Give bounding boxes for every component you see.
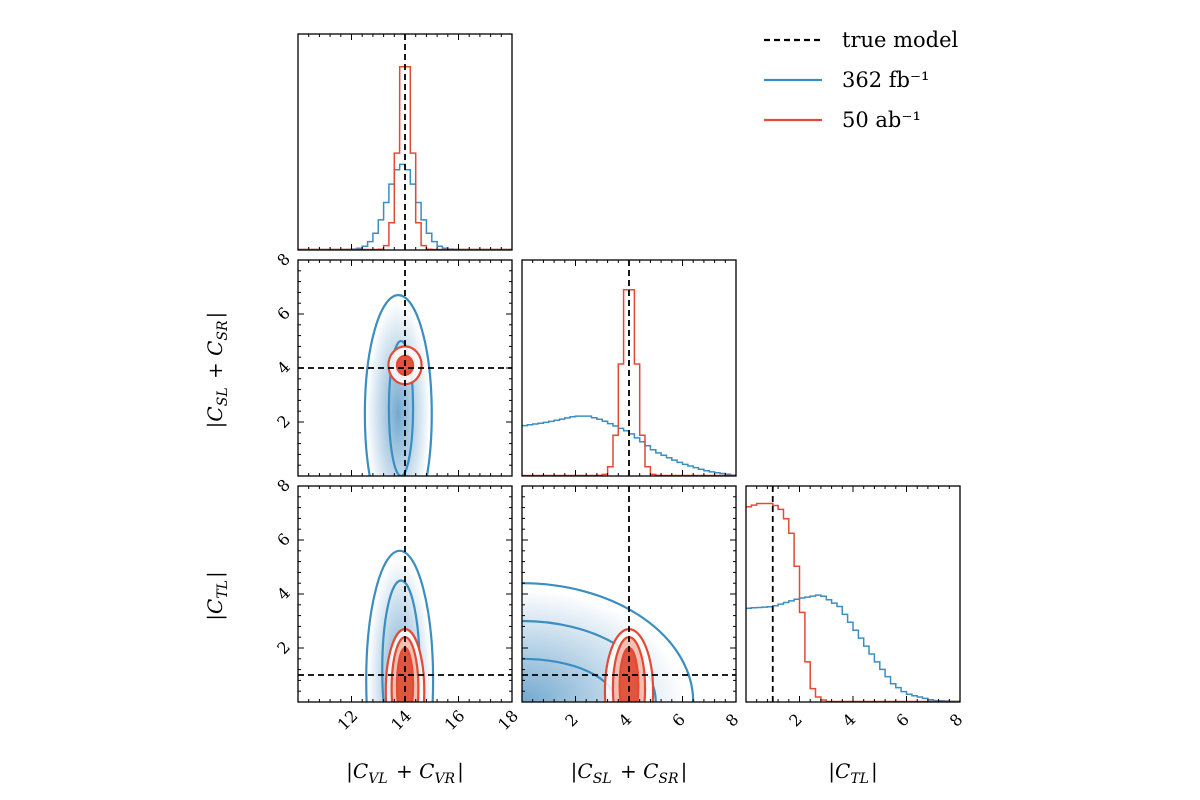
hist-series-1 [746, 594, 960, 703]
x-tick-label: 2 [561, 710, 582, 731]
panels-group: 2 4 6 8 2 4 6 8 12 14 16 18 2 4 6 8 2 4 6 8 |CVL + CVR | |CSL… [203, 33, 967, 787]
axis-ticks [522, 485, 736, 703]
x-tick-label: 4 [839, 710, 860, 731]
axis-ticks [297, 34, 513, 250]
legend-label: 50 ab⁻¹ [842, 108, 921, 132]
x-tick-label: 4 [615, 710, 636, 731]
y-tick-label: 4 [273, 357, 294, 378]
hist-panel-1 [297, 33, 513, 251]
density-core [396, 648, 414, 702]
density-panel-0-1 [298, 260, 512, 476]
x-tick-label: 18 [494, 706, 522, 734]
y-tick-label: 2 [273, 411, 294, 432]
legend-label: true model [842, 28, 959, 52]
x-tick-label: 12 [334, 706, 362, 734]
panel-background [746, 486, 960, 702]
density-shade-1 [366, 301, 431, 476]
density-core [619, 648, 639, 702]
x-tick-label: 6 [668, 710, 689, 731]
x-tick-label: 2 [785, 710, 806, 731]
x-axis-label: |CTL | [828, 759, 877, 787]
axis-ticks [521, 260, 737, 476]
hist-panel-2 [521, 259, 737, 477]
hist-series-1 [522, 415, 736, 476]
y-axis-label: |CTL | [203, 571, 231, 620]
x-tick-label: 16 [441, 706, 469, 734]
legend-label: 362 fb⁻¹ [842, 68, 929, 92]
y-tick-label: 2 [273, 637, 294, 658]
legend-entry: true model [764, 28, 959, 52]
legend-entry: 50 ab⁻¹ [764, 108, 921, 132]
y-tick-label: 6 [273, 303, 294, 324]
x-tick-label: 14 [387, 706, 415, 734]
x-tick-label: 6 [892, 710, 913, 731]
contour-series-1-level-2 [363, 294, 433, 476]
contour-series-1-level-2 [365, 549, 435, 702]
x-axis-label: |CSL + CSR | [571, 759, 688, 787]
x-axis-label: |CVL + CVR | [346, 759, 464, 787]
y-tick-label: 4 [273, 583, 294, 604]
contour-series-1-level-1 [387, 339, 415, 476]
y-tick-label: 8 [273, 249, 294, 270]
y-tick-label: 8 [273, 475, 294, 496]
density-panel-1-2 [522, 486, 736, 702]
hist-panel-3 [745, 485, 961, 703]
x-tick-label: 8 [722, 710, 743, 731]
y-axis-label: |CSL + CSR | [203, 312, 231, 429]
legend: true model 362 fb⁻¹ 50 ab⁻¹ [764, 28, 959, 132]
y-tick-label: 6 [273, 529, 294, 550]
density-panel-0-2 [298, 486, 512, 702]
x-tick-label: 8 [946, 710, 967, 731]
legend-entry: 362 fb⁻¹ [764, 68, 929, 92]
